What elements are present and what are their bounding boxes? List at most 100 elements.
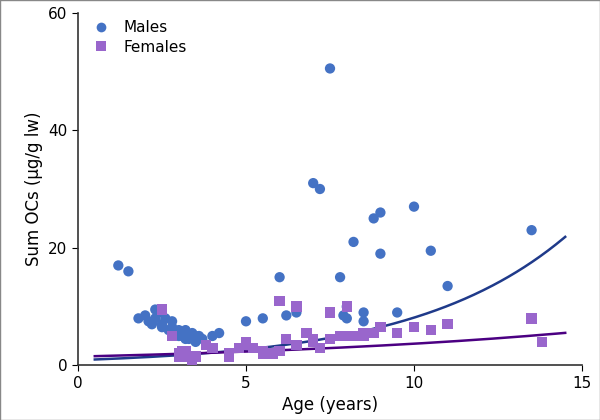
Point [369, 215, 379, 222]
Point [315, 186, 325, 192]
Point [214, 330, 224, 336]
Point [174, 327, 184, 333]
Point [325, 336, 335, 342]
Point [342, 315, 352, 322]
Point [302, 330, 311, 336]
Point [157, 321, 167, 328]
Point [369, 330, 379, 336]
Point [208, 333, 217, 339]
Point [161, 315, 170, 322]
X-axis label: Age (years): Age (years) [282, 396, 378, 415]
Point [308, 336, 318, 342]
Point [338, 312, 348, 319]
Point [325, 65, 335, 72]
Point [191, 333, 200, 339]
Point [178, 347, 187, 354]
Point [281, 312, 291, 319]
Point [178, 330, 187, 336]
Point [151, 315, 160, 322]
Point [359, 330, 368, 336]
Point [426, 327, 436, 333]
Point [376, 250, 385, 257]
Point [315, 344, 325, 351]
Point [275, 297, 284, 304]
Point [537, 339, 547, 345]
Point [409, 324, 419, 331]
Point [376, 324, 385, 331]
Point [258, 315, 268, 322]
Point [443, 321, 452, 328]
Legend: Males, Females: Males, Females [86, 20, 187, 55]
Point [174, 353, 184, 360]
Point [181, 327, 190, 333]
Point [197, 336, 207, 342]
Point [426, 247, 436, 254]
Point [113, 262, 123, 269]
Point [167, 333, 177, 339]
Point [268, 350, 278, 357]
Point [349, 333, 358, 339]
Point [224, 350, 234, 357]
Point [392, 309, 402, 316]
Point [359, 333, 368, 339]
Point [235, 344, 244, 351]
Point [164, 327, 173, 333]
Point [308, 180, 318, 186]
Point [342, 303, 352, 310]
Point [151, 306, 160, 313]
Point [184, 353, 194, 360]
Point [224, 353, 234, 360]
Point [241, 341, 251, 348]
Point [292, 303, 301, 310]
Point [292, 309, 301, 316]
Point [181, 336, 190, 342]
Point [359, 318, 368, 325]
Point [248, 344, 257, 351]
Point [134, 315, 143, 322]
Point [187, 356, 197, 363]
Point [392, 330, 402, 336]
Point [144, 318, 154, 325]
Point [241, 318, 251, 325]
Point [335, 274, 345, 281]
Point [335, 333, 345, 339]
Point [147, 321, 157, 328]
Point [184, 336, 194, 342]
Point [157, 324, 167, 331]
Point [167, 324, 177, 331]
Point [208, 344, 217, 351]
Y-axis label: Sum OCs (μg/g lw): Sum OCs (μg/g lw) [25, 112, 43, 266]
Point [154, 309, 163, 316]
Point [170, 330, 180, 336]
Point [275, 347, 284, 354]
Point [181, 347, 190, 354]
Point [527, 315, 536, 322]
Point [349, 239, 358, 245]
Point [167, 318, 177, 325]
Point [194, 333, 204, 339]
Point [376, 209, 385, 216]
Point [157, 306, 167, 313]
Point [258, 350, 268, 357]
Point [184, 333, 194, 339]
Point [201, 341, 211, 348]
Point [140, 312, 150, 319]
Point [308, 339, 318, 345]
Point [527, 227, 536, 234]
Point [281, 336, 291, 342]
Point [241, 339, 251, 345]
Point [342, 303, 352, 310]
Point [443, 283, 452, 289]
Point [342, 333, 352, 339]
Point [258, 347, 268, 354]
Point [174, 350, 184, 357]
Point [191, 339, 200, 345]
Point [275, 274, 284, 281]
Point [124, 268, 133, 275]
Point [292, 341, 301, 348]
Point [187, 330, 197, 336]
Point [409, 203, 419, 210]
Point [325, 309, 335, 316]
Point [174, 333, 184, 339]
Point [191, 353, 200, 360]
